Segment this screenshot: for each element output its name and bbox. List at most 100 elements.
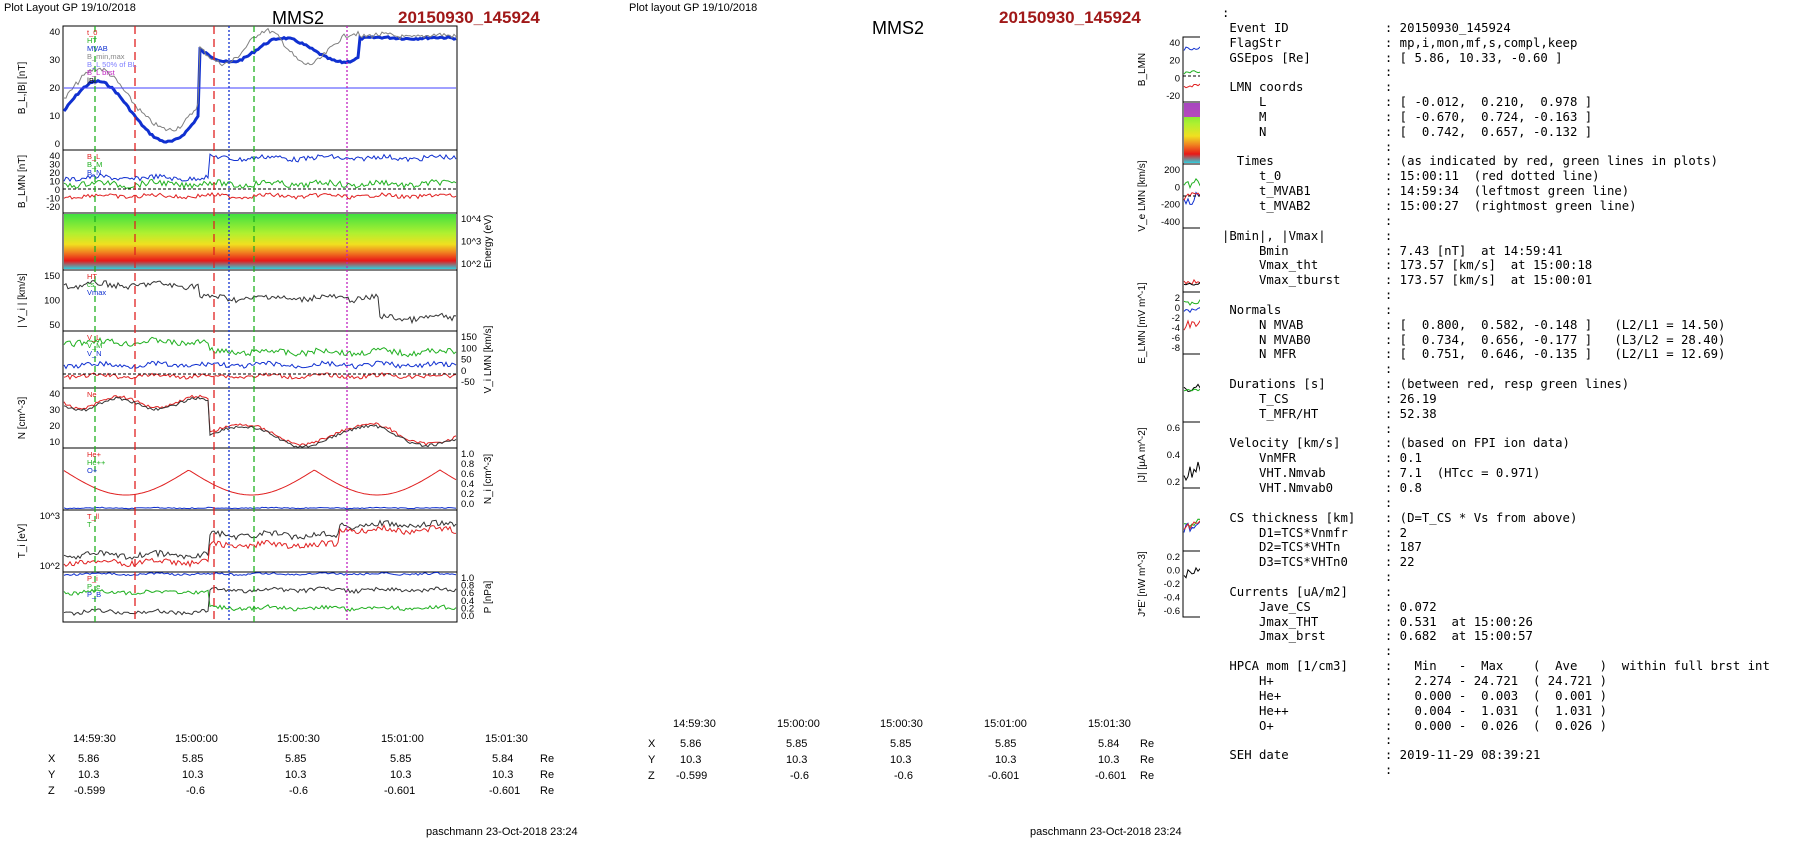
right-time-axis: 14:59:30 15:00:00 15:00:30 15:01:00 15:0…: [600, 718, 1200, 736]
summary-line: :: [1222, 570, 1393, 585]
tick-label: -0.4: [1164, 593, 1180, 604]
data-trace: [63, 586, 457, 616]
tick-label: -200: [1161, 200, 1180, 211]
panel-ylabel: B_LMN: [1137, 53, 1148, 86]
data-trace: [63, 506, 457, 510]
left-pos-value: -0.6: [289, 785, 308, 797]
tick-label: -0.2: [1164, 579, 1180, 590]
tick-label: 40: [1169, 38, 1180, 49]
legend-entry: HT: [87, 36, 97, 45]
summary-line: N MVAB : [ 0.800, 0.582, -0.148 ] (L2/L1…: [1222, 317, 1726, 332]
panel-ylabel: V_i LMN [km/s]: [483, 325, 494, 393]
data-trace: [63, 519, 457, 560]
tick-label: 10^4: [461, 214, 481, 225]
summary-line: Times : (as indicated by red, green line…: [1222, 154, 1719, 169]
summary-line: LMN coords :: [1222, 80, 1393, 95]
tick-label: 10: [49, 111, 60, 122]
legend-entry: Ne: [87, 390, 97, 399]
tick-label: 0: [1175, 73, 1180, 84]
right-pos-value: 5.84: [1098, 738, 1120, 750]
right-spacecraft-title: MMS2: [872, 18, 925, 38]
right-pos-label-z: Z: [648, 770, 655, 782]
summary-line: Event ID : 20150930_145924: [1222, 20, 1511, 35]
left-pos-unit: Re: [540, 785, 555, 797]
tick-label: 100: [461, 343, 477, 354]
left-footer: paschmann 23-Oct-2018 23:24: [426, 826, 578, 838]
panel-frame: [62, 447, 458, 511]
summary-line: :: [1222, 139, 1393, 154]
left-pos-value: 10.3: [492, 769, 514, 781]
legend-entry: P_B: [87, 590, 101, 599]
legend-entry: He+: [87, 450, 102, 459]
left-pos-value: 10.3: [78, 769, 100, 781]
data-trace: [62, 34, 457, 144]
legend-entry: MVAB: [87, 44, 108, 53]
summary-line: :: [1222, 362, 1393, 377]
right-pos-value: -0.599: [676, 770, 708, 782]
legend-entry: T: [87, 520, 92, 529]
tick-label: 40: [49, 151, 60, 162]
tick-label: 0.4: [1167, 450, 1180, 461]
right-time-label: 15:00:30: [880, 718, 923, 730]
summary-line: He++ : 0.004 - 1.031 ( 1.031 ): [1222, 703, 1607, 718]
right-pos-label-x: X: [648, 738, 656, 750]
right-pos-value: 10.3: [995, 754, 1017, 766]
left-pos-value: 10.3: [285, 769, 307, 781]
summary-line: Jmax_brst : 0.682 at 15:00:57: [1222, 629, 1533, 644]
data-trace: [63, 571, 457, 577]
tick-label: 0: [55, 185, 60, 196]
right-footer: paschmann 23-Oct-2018 23:24: [1030, 826, 1182, 838]
data-trace: [63, 336, 457, 358]
panel-frame: [62, 269, 458, 332]
summary-line: Jmax_THT : 0.531 at 15:00:26: [1222, 614, 1533, 629]
tick-label: 0.0: [461, 611, 474, 622]
tick-label: -50: [461, 377, 475, 388]
panel-ylabel: T_i [eV]: [17, 524, 28, 559]
tick-label: 100: [44, 296, 60, 307]
summary-line: T_MFR/HT : 52.38: [1222, 406, 1437, 421]
right-pos-value: 10.3: [786, 754, 808, 766]
legend-entry: V_N: [87, 349, 102, 358]
tick-label: -10: [46, 194, 60, 205]
right-pos-label-y: Y: [648, 754, 656, 766]
summary-line: |Bmin|, |Vmax| :: [1222, 228, 1393, 243]
tick-label: -20: [1166, 91, 1180, 102]
summary-line: :: [1222, 288, 1393, 303]
summary-line: VnMFR : 0.1: [1222, 451, 1422, 466]
summary-line: D1=TCS*Vnmfr : 2: [1222, 525, 1408, 540]
tick-label: -0.6: [1164, 606, 1180, 617]
summary-line: N MFR : [ 0.751, 0.646, -0.135 ] (L2/L1 …: [1222, 347, 1726, 362]
tick-label: 10^3: [40, 511, 60, 522]
spectrogram: [64, 214, 456, 269]
tick-label: 150: [44, 271, 60, 282]
data-trace: [63, 153, 457, 182]
right-pos-value: 10.3: [680, 754, 702, 766]
left-event-title: 20150930_145924: [398, 8, 540, 27]
panel-ylabel: P [nPa]: [483, 580, 494, 613]
tick-label: 40: [49, 27, 60, 38]
tick-label: 20: [49, 83, 60, 94]
right-pos-value: -0.6: [894, 770, 913, 782]
tick-label: 0.2: [461, 489, 474, 500]
summary-line: Vmax_tht : 173.57 [km/s] at 15:00:18: [1222, 258, 1593, 273]
left-pos-label-x: X: [48, 753, 56, 765]
summary-line: FlagStr : mp,i,mon,mf,s,compl,keep: [1222, 35, 1578, 50]
spectrogram: [1184, 103, 1200, 163]
legend-entry: B_N: [87, 168, 102, 177]
summary-line: N : [ 0.742, 0.657, -0.132 ]: [1222, 124, 1593, 139]
summary-line: :: [1222, 733, 1393, 748]
right-time-label: 15:00:00: [777, 718, 820, 730]
summary-line: t_0 : 15:00:11 (red dotted line): [1222, 169, 1600, 184]
left-pos-value: -0.6: [186, 785, 205, 797]
summary-line: :: [1222, 6, 1230, 20]
spectrogram-top-band: [1184, 103, 1200, 117]
right-pos-value: 5.85: [890, 738, 912, 750]
panel-frame: [1182, 227, 1200, 293]
panel-frame: [62, 509, 458, 573]
tick-label: 0.4: [461, 479, 474, 490]
right-time-label: 14:59:30: [673, 718, 716, 730]
left-pos-value: 5.86: [78, 753, 100, 765]
summary-line: L : [ -0.012, 0.210, 0.978 ]: [1222, 95, 1593, 110]
summary-line: Velocity [km/s] : (based on FPI ion data…: [1222, 436, 1570, 451]
